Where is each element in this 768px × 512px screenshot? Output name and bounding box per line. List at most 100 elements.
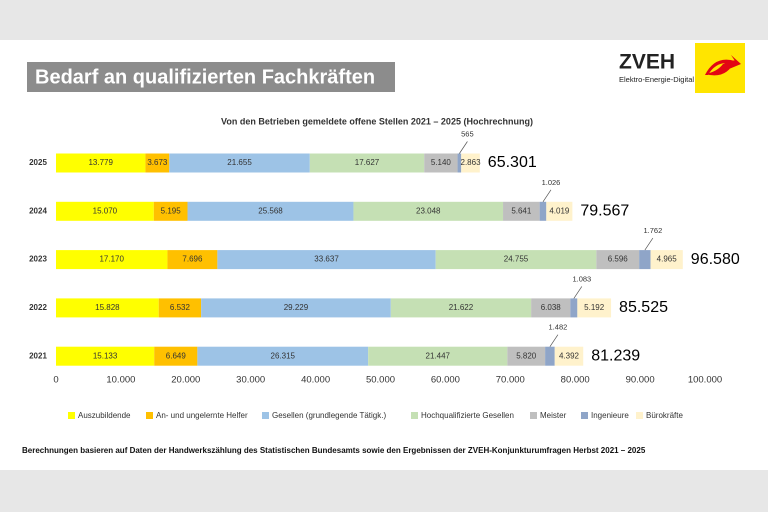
value-label: 5.195 [161,206,182,215]
bar-segment [158,298,202,318]
total-label: 96.580 [691,251,740,268]
bar-segment [56,201,154,221]
title-box [27,62,395,92]
value-label: 15.133 [93,351,118,360]
value-label: 3.673 [147,158,168,167]
legend-label: Ingenieure [591,411,629,420]
bar-segment [201,298,391,318]
bar-segment [167,250,218,270]
bar-segment [424,153,458,173]
legend-label: Bürokräfte [646,411,683,420]
value-label: 4.392 [559,351,580,360]
legend-label: Hochqualifizierte Gesellen [421,411,514,420]
value-label: 24.755 [504,255,529,264]
value-label: 6.596 [608,255,629,264]
bar-segment [309,153,425,173]
x-tick-label: 50.000 [366,375,395,386]
leader-line [573,286,583,299]
value-label: 21.447 [426,351,451,360]
bar-segment [596,250,640,270]
bar-segment [546,201,573,221]
logo-icon [705,55,741,76]
value-label: 17.170 [99,255,124,264]
leader-line [542,189,552,202]
legend-swatch [581,412,588,419]
logo-name: ZVEH [619,51,675,74]
value-label: 4.965 [657,255,678,264]
total-label: 85.525 [619,299,668,316]
bar-segment [639,250,651,270]
value-label: 5.641 [511,206,532,215]
x-tick-label: 100.000 [688,375,722,386]
value-label: 21.622 [449,303,474,312]
bar-segment [353,201,504,221]
value-label: 7.696 [182,255,203,264]
bar-segment [435,250,597,270]
value-label: 1.083 [572,274,591,283]
x-tick-label: 30.000 [236,375,265,386]
value-label: 23.048 [416,206,441,215]
bar-segment [545,346,555,366]
bar-segment [461,153,480,173]
y-tick-label: 2021 [29,351,47,360]
legend-swatch [262,412,269,419]
total-label: 81.239 [591,347,640,364]
x-tick-label: 0 [53,375,58,386]
logo-tagline: Elektro-Energie-Digital [619,75,694,84]
legend-swatch [146,412,153,419]
bar-segment [145,153,170,173]
value-label: 5.140 [431,158,452,167]
value-label: 15.070 [93,206,118,215]
value-label: 1.762 [643,226,662,235]
value-label: 25.568 [258,206,283,215]
slide-title: Bedarf an qualifizierten Fachkräften [35,66,375,88]
x-tick-label: 20.000 [171,375,200,386]
x-tick-label: 60.000 [431,375,460,386]
y-tick-label: 2023 [29,255,47,264]
bar-segment [390,298,532,318]
leader-line [644,237,654,251]
legend-label: Auszubildende [78,411,131,420]
x-tick-label: 40.000 [301,375,330,386]
x-tick-label: 70.000 [496,375,525,386]
bar-segment [197,346,369,366]
value-label: 2.863 [461,158,482,167]
value-label: 5.192 [584,303,605,312]
total-label: 65.301 [488,154,537,171]
legend-swatch [530,412,537,419]
x-tick-label: 90.000 [626,375,655,386]
value-label: 33.637 [314,255,339,264]
legend-swatch [411,412,418,419]
x-tick-label: 80.000 [561,375,590,386]
footnote: Berechnungen basieren auf Daten der Hand… [22,446,646,455]
value-label: 29.229 [284,303,309,312]
value-label: 15.828 [95,303,120,312]
bar-segment [457,153,462,173]
total-label: 79.567 [580,203,629,220]
bar-segment [154,346,198,366]
y-tick-label: 2025 [29,158,47,167]
bar-segment [650,250,683,270]
bar-segment [56,298,159,318]
bar-segment [503,201,540,221]
legend-swatch [68,412,75,419]
legend-label: Gesellen (grundlegende Tätigk.) [272,411,386,420]
value-label: 1.026 [542,178,561,187]
leader-line [549,334,559,347]
value-label: 6.649 [166,351,187,360]
bar-segment [56,153,146,173]
bar-segment [153,201,188,221]
legend-label: Meister [540,411,567,420]
legend-label: An- und ungelernte Helfer [156,411,248,420]
bar-segment [217,250,436,270]
value-label: 6.532 [170,303,191,312]
leader-line [459,141,468,154]
bar-segment [531,298,571,318]
y-tick-label: 2022 [29,303,47,312]
x-tick-label: 10.000 [106,375,135,386]
value-label: 5.820 [516,351,537,360]
bar-segment [368,346,508,366]
value-label: 1.482 [549,323,568,332]
